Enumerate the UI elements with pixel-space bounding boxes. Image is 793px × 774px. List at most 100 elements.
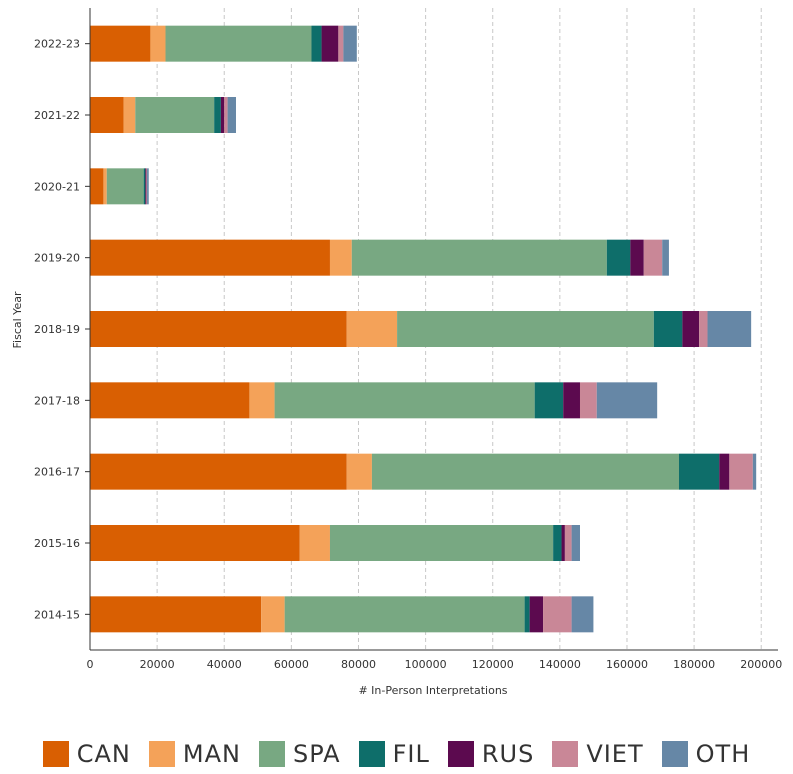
bar-segment-spa <box>284 596 525 633</box>
bar-segment-man <box>249 382 275 419</box>
legend-label: MAN <box>182 740 241 768</box>
bar-segment-man <box>346 311 398 347</box>
bar-segment-oth <box>227 97 236 133</box>
bar-segment-can <box>90 97 124 133</box>
x-tick-label: 120000 <box>472 658 514 671</box>
y-tick-label: 2019-20 <box>34 252 80 265</box>
legend-swatch <box>148 741 175 767</box>
legend-swatch <box>447 741 474 767</box>
bar-segment-man <box>150 25 166 62</box>
legend-item-viet: VIET <box>552 740 643 768</box>
y-tick-label: 2015-16 <box>34 537 80 550</box>
bar-segment-fil <box>311 25 322 62</box>
y-tick-label: 2021-22 <box>34 109 80 122</box>
bar-segment-rus <box>321 25 339 62</box>
bar-segment-rus <box>220 97 225 133</box>
bar-segment-fil <box>524 596 530 633</box>
bar-segment-oth <box>147 168 149 205</box>
bar-segment-spa <box>329 525 554 561</box>
legend-swatch <box>552 741 579 767</box>
legend-item-rus: RUS <box>447 740 535 768</box>
y-tick-label: 2014-15 <box>34 608 80 621</box>
bar-segment-oth <box>662 239 669 276</box>
bar-segment-can <box>90 239 330 276</box>
bar-segment-rus <box>145 168 147 205</box>
x-tick-label: 60000 <box>274 658 309 671</box>
bar-segment-oth <box>752 453 757 490</box>
legend-swatch <box>42 741 69 767</box>
legend-label: VIET <box>586 740 644 768</box>
bar-segment-spa <box>351 239 607 276</box>
bar-segment-viet <box>729 453 753 490</box>
bar-segment-viet <box>564 525 572 561</box>
legend-item-fil: FIL <box>358 740 430 768</box>
bar-segment-fil <box>653 311 683 347</box>
axes: 0 20000 40000 60000 80000 100000 120000 140000 1… <box>34 8 782 671</box>
bar-segment-can <box>90 25 151 62</box>
x-axis-title: # In-Person Interpretations <box>358 684 507 697</box>
x-tick-label: 200000 <box>740 658 782 671</box>
legend-item-oth: OTH <box>661 740 751 768</box>
legend-swatch <box>358 741 385 767</box>
bar-segment-man <box>346 453 372 490</box>
bar-segment-spa <box>106 168 144 205</box>
bar-segment-viet <box>579 382 597 419</box>
bar-segment-can <box>90 453 347 490</box>
bar-segment-man <box>123 97 136 133</box>
x-tick-label: 40000 <box>207 658 242 671</box>
bar-segment-viet <box>146 168 148 205</box>
bar-segment-can <box>90 382 250 419</box>
bar-segment-viet <box>224 97 228 133</box>
bar-segment-man <box>103 168 107 205</box>
legend-item-spa: SPA <box>258 740 341 768</box>
y-tick-label: 2022-23 <box>34 38 80 51</box>
legend-label: RUS <box>481 740 535 768</box>
legend-label: OTH <box>695 740 751 768</box>
y-tick-label: 2018-19 <box>34 323 80 336</box>
x-tick-label: 180000 <box>673 658 715 671</box>
bar-segment-fil <box>606 239 631 276</box>
x-tick-label: 140000 <box>539 658 581 671</box>
bar-segment-man <box>329 239 352 276</box>
bar-segment-man <box>261 596 285 633</box>
bar-segment-spa <box>397 311 654 347</box>
bar-segment-oth <box>596 382 658 419</box>
bar-segment-viet <box>543 596 572 633</box>
y-axis-title: Fiscal Year <box>11 291 24 348</box>
bar-segment-fil <box>534 382 564 419</box>
legend-item-can: CAN <box>42 740 131 768</box>
bar-segment-spa <box>274 382 535 419</box>
legend-swatch <box>661 741 688 767</box>
bars <box>90 25 757 633</box>
bar-segment-rus <box>630 239 644 276</box>
bar-segment-fil <box>143 168 146 205</box>
bar-segment-man <box>299 525 330 561</box>
bar-segment-oth <box>707 311 752 347</box>
bar-segment-rus <box>529 596 544 633</box>
bar-segment-can <box>90 168 104 205</box>
bar-segment-viet <box>338 25 344 62</box>
x-tick-label: 0 <box>87 658 94 671</box>
legend-label: FIL <box>392 740 430 768</box>
legend: CAN MAN SPA FIL RUS VIET OTH <box>0 736 793 772</box>
bar-segment-fil <box>553 525 562 561</box>
bar-segment-fil <box>214 97 221 133</box>
bar-segment-viet <box>643 239 663 276</box>
bar-segment-can <box>90 596 262 633</box>
bar-segment-can <box>90 311 347 347</box>
stacked-bar-chart: 0 20000 40000 60000 80000 100000 120000 140000 1… <box>11 8 782 697</box>
bar-segment-rus <box>719 453 730 490</box>
x-tick-label: 20000 <box>140 658 175 671</box>
legend-item-man: MAN <box>148 740 241 768</box>
bar-segment-oth <box>571 525 580 561</box>
y-tick-label: 2020-21 <box>34 180 80 193</box>
bar-segment-viet <box>699 311 708 347</box>
legend-label: SPA <box>292 740 341 768</box>
bar-segment-rus <box>561 525 565 561</box>
bar-segment-oth <box>571 596 594 633</box>
x-tick-label: 100000 <box>405 658 447 671</box>
legend-swatch <box>258 741 285 767</box>
bar-segment-rus <box>563 382 580 419</box>
bar-segment-can <box>90 525 300 561</box>
bar-segment-fil <box>678 453 720 490</box>
